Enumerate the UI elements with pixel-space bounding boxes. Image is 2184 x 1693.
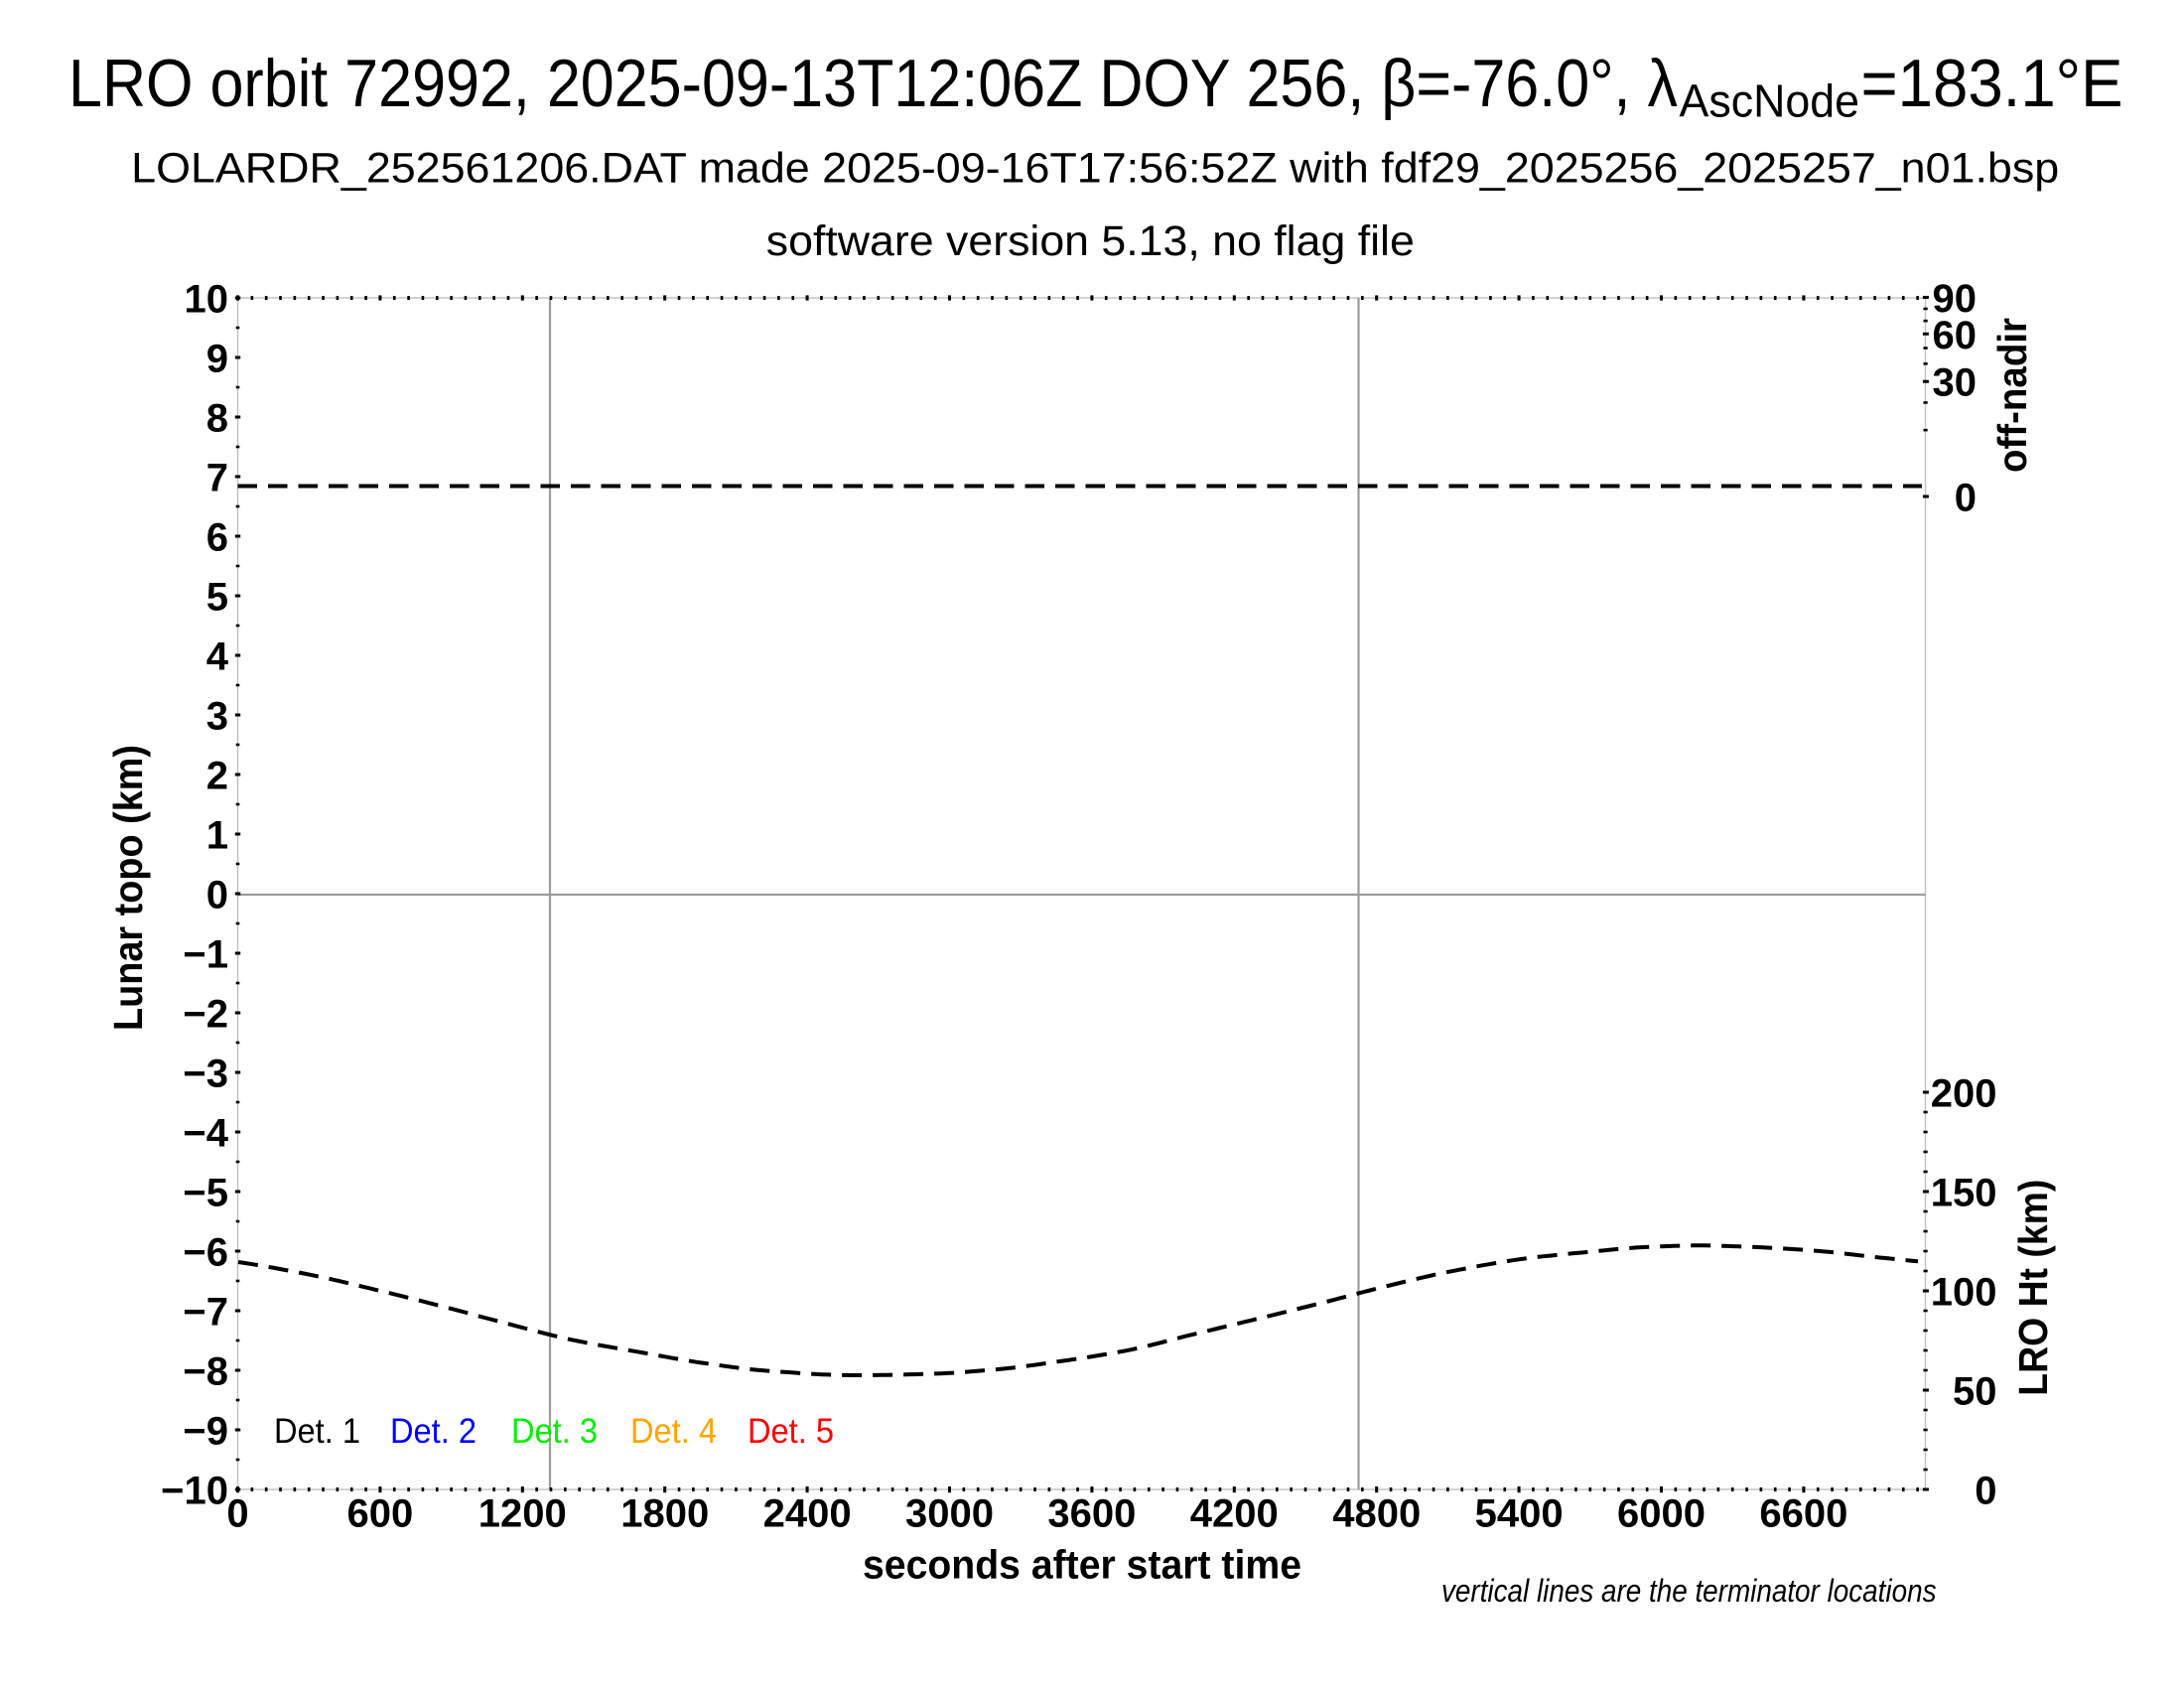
svg-text:seconds after start time: seconds after start time bbox=[863, 1542, 1301, 1588]
svg-text:off-nadir: off-nadir bbox=[1989, 318, 2035, 473]
svg-text:9: 9 bbox=[206, 338, 228, 381]
svg-text:10: 10 bbox=[185, 278, 229, 322]
svg-text:Det. 3: Det. 3 bbox=[511, 1412, 598, 1451]
svg-text:5: 5 bbox=[206, 576, 228, 620]
svg-text:600: 600 bbox=[347, 1492, 414, 1536]
svg-text:50: 50 bbox=[1953, 1370, 1997, 1414]
svg-text:0: 0 bbox=[206, 874, 228, 917]
svg-text:4200: 4200 bbox=[1190, 1492, 1279, 1536]
svg-text:−5: −5 bbox=[183, 1172, 228, 1215]
svg-text:3000: 3000 bbox=[905, 1492, 994, 1536]
svg-text:200: 200 bbox=[1931, 1072, 1997, 1116]
svg-text:AscNode: AscNode bbox=[1680, 75, 1860, 127]
svg-text:4800: 4800 bbox=[1332, 1492, 1421, 1536]
svg-text:60: 60 bbox=[1933, 314, 1978, 357]
svg-text:−3: −3 bbox=[183, 1053, 228, 1096]
svg-text:LRO Ht (km): LRO Ht (km) bbox=[2010, 1180, 2056, 1396]
svg-text:software version 5.13, no flag: software version 5.13, no flag file bbox=[766, 217, 1415, 265]
svg-text:150: 150 bbox=[1931, 1172, 1997, 1215]
svg-text:LOLARDR_252561206.DAT made 202: LOLARDR_252561206.DAT made 2025-09-16T17… bbox=[131, 145, 2059, 193]
svg-text:6000: 6000 bbox=[1617, 1492, 1706, 1536]
svg-text:0: 0 bbox=[1955, 477, 1977, 520]
svg-text:vertical lines are the termina: vertical lines are the terminator locati… bbox=[1441, 1573, 1937, 1609]
svg-text:Det. 2: Det. 2 bbox=[390, 1412, 477, 1451]
svg-text:3: 3 bbox=[206, 695, 228, 739]
svg-text:Det. 5: Det. 5 bbox=[748, 1412, 834, 1451]
svg-text:90: 90 bbox=[1933, 277, 1978, 321]
svg-text:−1: −1 bbox=[183, 933, 228, 977]
svg-text:100: 100 bbox=[1931, 1271, 1997, 1315]
svg-text:−8: −8 bbox=[183, 1350, 228, 1394]
svg-text:6: 6 bbox=[206, 516, 228, 560]
svg-text:−7: −7 bbox=[183, 1291, 228, 1335]
svg-text:−2: −2 bbox=[183, 993, 228, 1037]
svg-text:=183.1°E: =183.1°E bbox=[1861, 46, 2123, 121]
svg-text:4: 4 bbox=[206, 635, 229, 679]
svg-text:LRO orbit 72992, 2025-09-13T12: LRO orbit 72992, 2025-09-13T12:06Z DOY 2… bbox=[68, 46, 1678, 121]
svg-text:1200: 1200 bbox=[478, 1492, 567, 1536]
svg-text:30: 30 bbox=[1933, 361, 1978, 405]
svg-text:8: 8 bbox=[206, 397, 228, 441]
svg-text:7: 7 bbox=[206, 457, 228, 500]
svg-text:1800: 1800 bbox=[620, 1492, 709, 1536]
svg-text:−4: −4 bbox=[183, 1112, 228, 1156]
svg-text:−9: −9 bbox=[183, 1410, 228, 1454]
svg-text:Det. 1: Det. 1 bbox=[274, 1412, 360, 1451]
svg-text:1: 1 bbox=[206, 814, 228, 858]
svg-text:5400: 5400 bbox=[1475, 1492, 1564, 1536]
svg-text:−10: −10 bbox=[161, 1470, 228, 1513]
svg-text:3600: 3600 bbox=[1047, 1492, 1136, 1536]
svg-text:6600: 6600 bbox=[1759, 1492, 1847, 1536]
svg-text:2: 2 bbox=[206, 755, 228, 798]
svg-text:0: 0 bbox=[1975, 1470, 1996, 1513]
svg-text:−6: −6 bbox=[183, 1231, 228, 1275]
svg-text:Lunar topo (km): Lunar topo (km) bbox=[105, 745, 151, 1031]
svg-text:2400: 2400 bbox=[763, 1492, 852, 1536]
svg-text:Det. 4: Det. 4 bbox=[630, 1412, 717, 1451]
svg-text:0: 0 bbox=[226, 1492, 248, 1536]
